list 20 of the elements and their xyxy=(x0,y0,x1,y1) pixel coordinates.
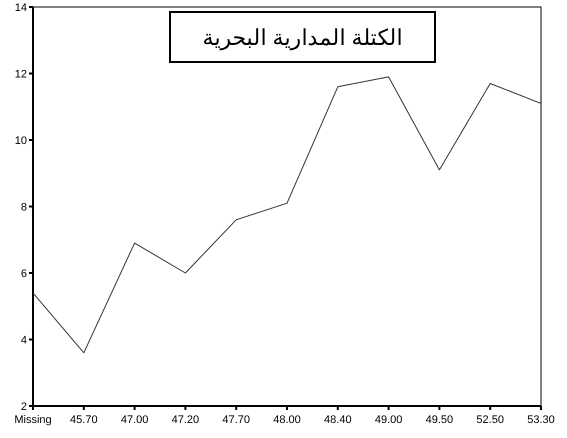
x-tick-label: 49.50 xyxy=(426,414,454,426)
y-tick-label: 14 xyxy=(14,2,27,14)
y-tick-label: 10 xyxy=(14,135,27,147)
text: الكتلة المدارية البحرية xyxy=(202,25,403,51)
x-tick-label: 48.00 xyxy=(273,414,301,426)
x-tick-label: 49.00 xyxy=(374,414,402,426)
x-tick-label: 47.20 xyxy=(172,414,200,426)
x-tick-label: 47.00 xyxy=(120,414,148,426)
y-tick-label: 2 xyxy=(20,401,27,413)
x-tick-label: 53.30 xyxy=(527,414,555,426)
y-tick-label: 12 xyxy=(14,68,27,80)
y-tick-label: 6 xyxy=(20,268,27,280)
line-series xyxy=(32,76,542,354)
y-tick-label: 8 xyxy=(20,202,27,214)
x-tick-label: 52.50 xyxy=(476,414,504,426)
x-tick-label: Missing xyxy=(14,414,52,426)
x-tick-label: 47.70 xyxy=(222,414,250,426)
x-tick-label: 48.40 xyxy=(324,414,352,426)
y-tick-label: 4 xyxy=(20,334,27,346)
x-tick-label: 45.70 xyxy=(70,414,98,426)
